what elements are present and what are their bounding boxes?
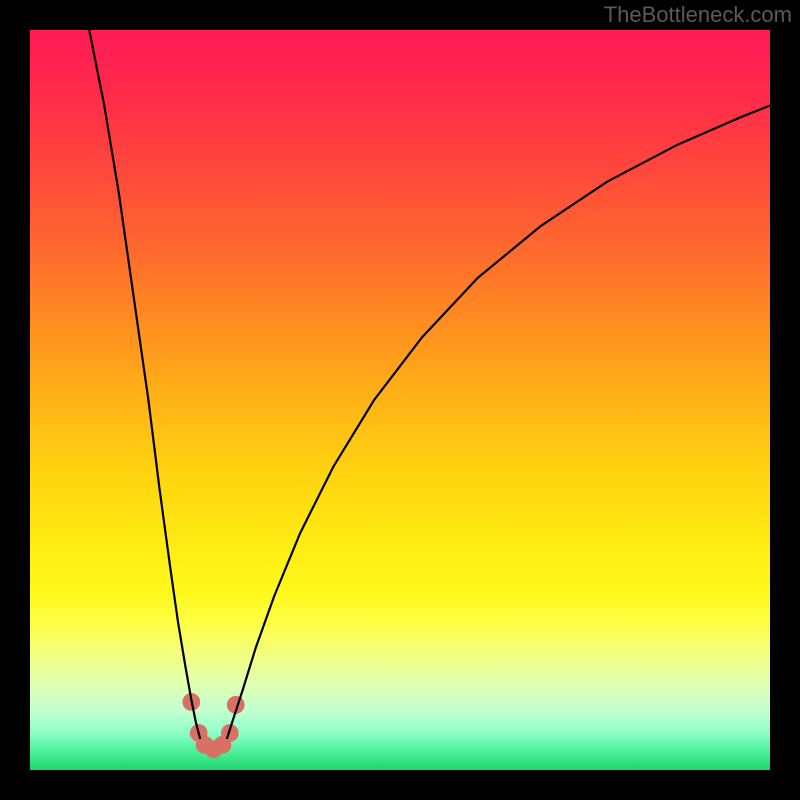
- right-curve: [227, 105, 770, 738]
- watermark-text: TheBottleneck.com: [604, 2, 792, 28]
- plot-area: [30, 30, 770, 770]
- chart-container: TheBottleneck.com: [0, 0, 800, 800]
- curve-overlay-svg: [30, 30, 770, 770]
- left-curve: [89, 30, 200, 739]
